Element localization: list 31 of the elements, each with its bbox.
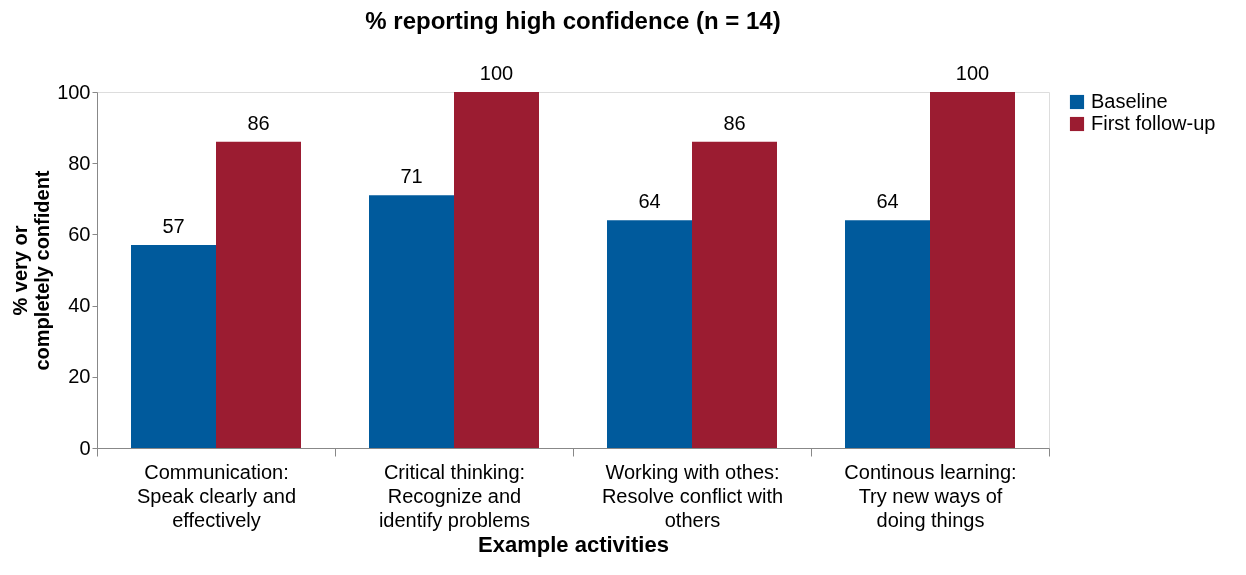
y-tick-label: 0 — [79, 436, 91, 459]
data-label: 64 — [638, 190, 661, 213]
y-axis-title: % very or completely confident — [9, 170, 54, 371]
x-axis-title: Example activities — [478, 531, 669, 557]
y-tick-label: 80 — [68, 151, 91, 174]
bar — [607, 220, 692, 448]
bar — [454, 92, 539, 448]
data-label: 71 — [400, 165, 423, 188]
y-tick-label: 60 — [68, 222, 91, 245]
legend-label: First follow-up — [1091, 112, 1216, 134]
bar — [845, 220, 930, 448]
legend-label: Baseline — [1091, 90, 1168, 112]
x-tick-label: Continous learning: Try new ways of doing things — [844, 460, 1017, 531]
data-label: 100 — [479, 62, 514, 84]
y-tick-label: 100 — [57, 80, 91, 103]
bar — [692, 141, 777, 448]
y-tick-label: 20 — [68, 365, 91, 388]
bar — [216, 141, 301, 448]
data-label: 86 — [247, 111, 270, 134]
x-tick-label: Critical thinking: Recognize and identify problems — [378, 460, 531, 531]
data-label: 57 — [162, 215, 185, 238]
data-label: 100 — [955, 62, 990, 84]
y-tick-label: 40 — [68, 294, 91, 317]
bar — [131, 245, 216, 448]
x-tick-label: Working with othes: Resolve conflict with others — [601, 460, 784, 531]
data-label: 86 — [723, 111, 746, 134]
bar — [930, 92, 1015, 448]
bar — [369, 195, 454, 448]
chart-title: % reporting high confidence (n = 14) — [365, 7, 781, 34]
data-label: 64 — [876, 190, 899, 213]
x-tick-label: Communication: Speak clearly and effectively — [137, 460, 296, 531]
